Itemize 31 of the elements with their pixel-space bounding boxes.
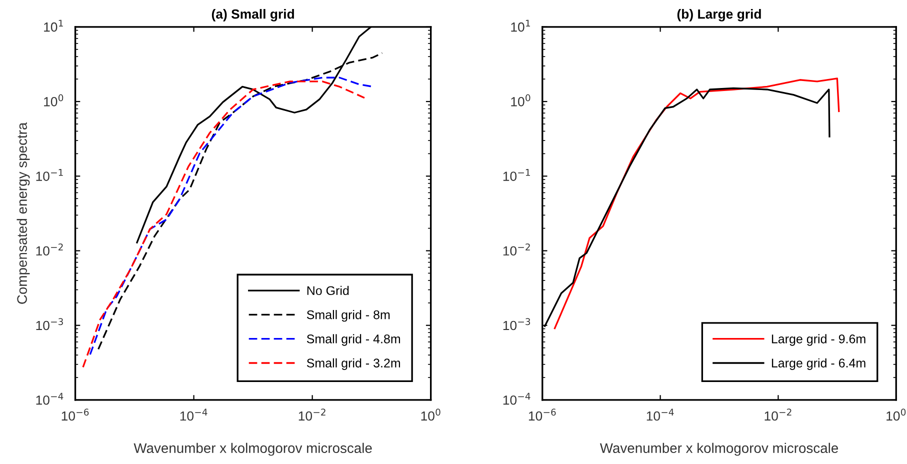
y-tick-label: 10$^{−1}$ — [503, 169, 530, 181]
y-tick-label: 10$^{−3}$ — [503, 318, 530, 330]
legend-label: Small grid - 8m — [306, 310, 390, 322]
x-tick-label: 10$^{−6}$ — [62, 408, 89, 421]
legend-label: Large grid - 6.4m — [772, 358, 866, 370]
y-tick-label: 10$^{0}$ — [44, 94, 64, 106]
y-tick-label: 10$^{−4}$ — [36, 392, 64, 405]
chart-title: (a) Small grid — [212, 9, 294, 22]
y-tick-label: 10$^{−1}$ — [36, 169, 63, 181]
legend-label: Large grid - 9.6m — [772, 334, 866, 346]
y-tick-label: 10$^{−4}$ — [503, 392, 530, 405]
legend-label: No Grid — [307, 286, 349, 296]
x-axis-title: Wavenumber x kolmogorov microscale — [134, 442, 372, 456]
chart-title: (b) Large grid — [677, 9, 761, 22]
y-tick-label: 10$^{1}$ — [511, 20, 530, 32]
x-tick-label: 10$^{−4}$ — [646, 408, 674, 421]
y-axis-title: Compensated energy spectra — [16, 122, 30, 304]
legend-label: Small grid - 3.2m — [306, 358, 400, 370]
x-tick-label: 10$^{−4}$ — [180, 408, 208, 421]
y-tick-label: 10$^{−3}$ — [36, 318, 63, 330]
x-tick-label: 10$^{−2}$ — [298, 408, 326, 421]
y-tick-label: 10$^{−2}$ — [503, 244, 530, 256]
legend-label: Small grid - 4.8m — [306, 334, 400, 346]
y-tick-label: 10$^{−2}$ — [36, 244, 63, 256]
x-tick-label: 10$^{0}$ — [421, 408, 440, 421]
x-tick-label: 10$^{0}$ — [886, 408, 906, 421]
x-tick-label: 10$^{−6}$ — [528, 408, 556, 421]
x-tick-label: 10$^{−2}$ — [764, 408, 792, 421]
y-tick-label: 10$^{0}$ — [511, 94, 530, 106]
x-axis-title: Wavenumber x kolmogorov microscale — [600, 442, 838, 456]
y-tick-label: 10$^{1}$ — [44, 20, 63, 32]
